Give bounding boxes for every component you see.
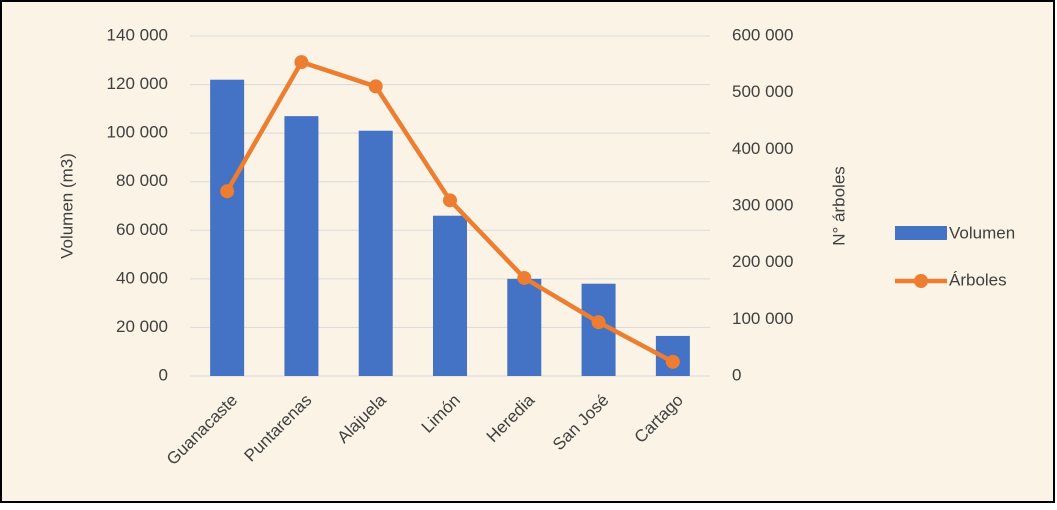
y2-tick-label: 400 000 — [732, 139, 793, 158]
legend-swatch — [895, 226, 947, 240]
legend-marker — [914, 274, 928, 288]
y-tick-label: 60 000 — [116, 220, 168, 239]
y-tick-label: 140 000 — [107, 25, 168, 44]
line-marker — [443, 193, 457, 208]
y-tick-label: 0 — [159, 365, 168, 384]
line-marker — [368, 79, 383, 94]
y2-tick-label: 600 000 — [732, 25, 793, 44]
y2-tick-label: 100 000 — [732, 309, 793, 328]
y-tick-label: 20 000 — [116, 317, 168, 336]
y2-tick-label: 300 000 — [732, 195, 793, 214]
bar — [433, 215, 467, 376]
bar — [358, 130, 393, 376]
line-marker — [665, 354, 680, 369]
line-marker — [517, 270, 532, 285]
y-tick-label: 80 000 — [116, 171, 168, 190]
y-axis-title: Volumen (m3) — [57, 153, 76, 259]
line-marker — [220, 184, 235, 199]
line-marker — [294, 55, 309, 70]
line-marker — [591, 315, 606, 330]
y-tick-label: 100 000 — [107, 123, 168, 142]
y2-tick-label: 500 000 — [732, 82, 793, 101]
y2-tick-label: 0 — [732, 365, 741, 384]
legend-label: Árboles — [949, 270, 1007, 289]
y-tick-label: 40 000 — [116, 268, 168, 287]
legend-label: Volumen — [949, 223, 1015, 242]
bar — [507, 278, 542, 376]
bar — [210, 79, 245, 376]
bar — [284, 116, 319, 377]
y-tick-label: 120 000 — [107, 74, 168, 93]
y2-axis-title: N° árboles — [829, 166, 848, 246]
y2-tick-label: 200 000 — [732, 252, 793, 271]
